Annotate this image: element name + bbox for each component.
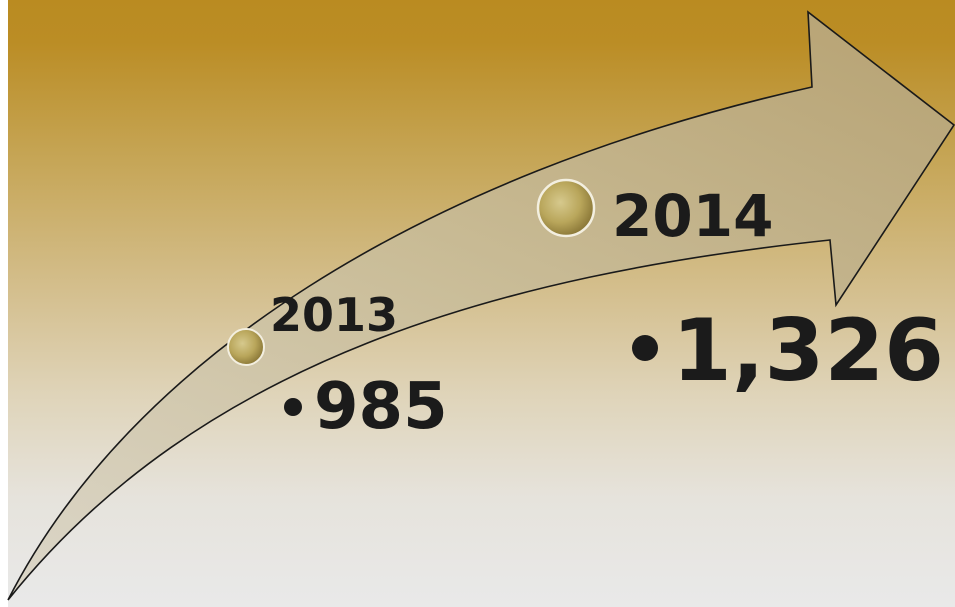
milestone-2013: 2013 985	[227, 288, 448, 444]
value-label-2014: 1,326	[672, 301, 944, 401]
bullet-icon	[632, 335, 658, 361]
year-label-2013: 2013	[270, 288, 398, 342]
year-label-2014: 2014	[612, 182, 773, 250]
value-label-2013: 985	[314, 370, 448, 444]
milestone-2014: 2014 1,326	[536, 178, 944, 401]
bullet-icon	[284, 398, 302, 416]
gold-circle-marker-icon	[227, 328, 265, 366]
curved-arrow-icon	[7, 10, 955, 601]
gold-circle-marker-icon	[536, 178, 596, 238]
